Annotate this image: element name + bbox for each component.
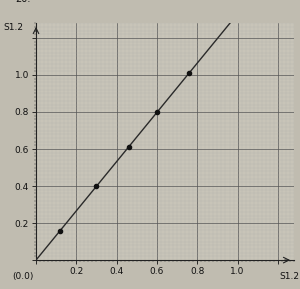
Text: S1.2: S1.2 — [279, 272, 299, 281]
Text: 20.: 20. — [15, 0, 31, 4]
Text: (0.0): (0.0) — [13, 272, 34, 281]
Text: S1.2: S1.2 — [3, 23, 23, 32]
